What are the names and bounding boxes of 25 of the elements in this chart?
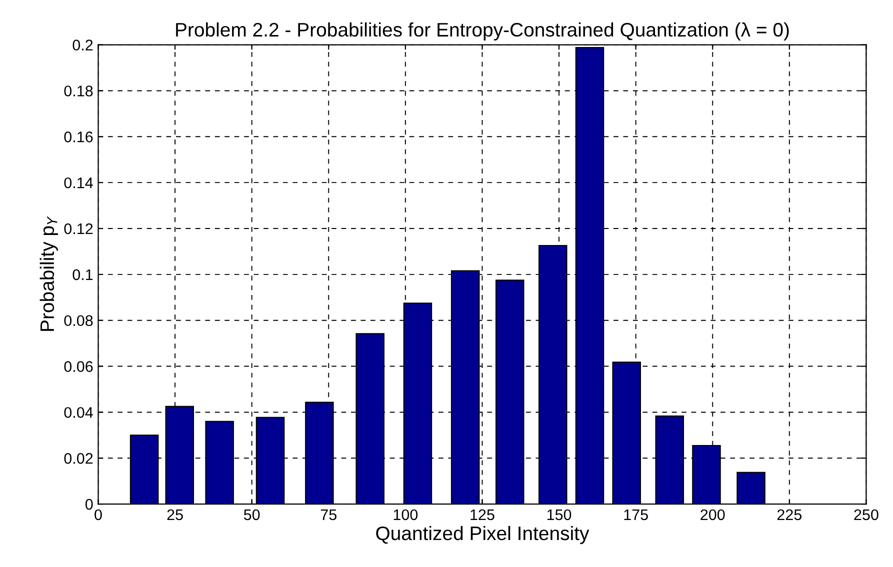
x-tick-label: 175 <box>624 509 648 520</box>
y-axis-title: Probability p$_{Y}$ <box>40 216 58 331</box>
x-tick-label: 75 <box>320 509 336 520</box>
x-axis-title: Quantized Pixel Intensity <box>376 526 590 544</box>
x-tick-label: 50 <box>244 509 260 520</box>
y-tick-label: 0.14 <box>64 177 93 188</box>
y-tick-label: 0.06 <box>64 361 93 372</box>
y-tick-label: 0.02 <box>64 453 93 464</box>
x-tick-label: 125 <box>470 509 494 520</box>
x-tick-label: 100 <box>394 509 418 520</box>
y-tick-label: 0.16 <box>64 132 93 142</box>
x-tick-label: 200 <box>700 509 725 520</box>
y-tick-label: 0.2 <box>72 40 93 50</box>
y-tick-label: 0.08 <box>64 315 93 326</box>
y-tick-label: 0.18 <box>64 86 93 96</box>
y-tick-label: 0.1 <box>72 269 93 280</box>
x-tick-label: 150 <box>547 509 572 520</box>
x-tick-label: 25 <box>167 509 183 520</box>
x-tick-label: 225 <box>777 509 802 520</box>
y-tick-label: 0 <box>85 498 93 510</box>
y-tick-label: 0.12 <box>64 223 93 234</box>
chart-title: Problem 2.2 - Probabilities for Entropy-Constrained Quantization (λ = 0) <box>176 22 789 40</box>
x-tick-label: 250 <box>854 509 878 520</box>
x-tick-label: 0 <box>94 509 102 520</box>
y-tick-label: 0.04 <box>64 407 93 418</box>
